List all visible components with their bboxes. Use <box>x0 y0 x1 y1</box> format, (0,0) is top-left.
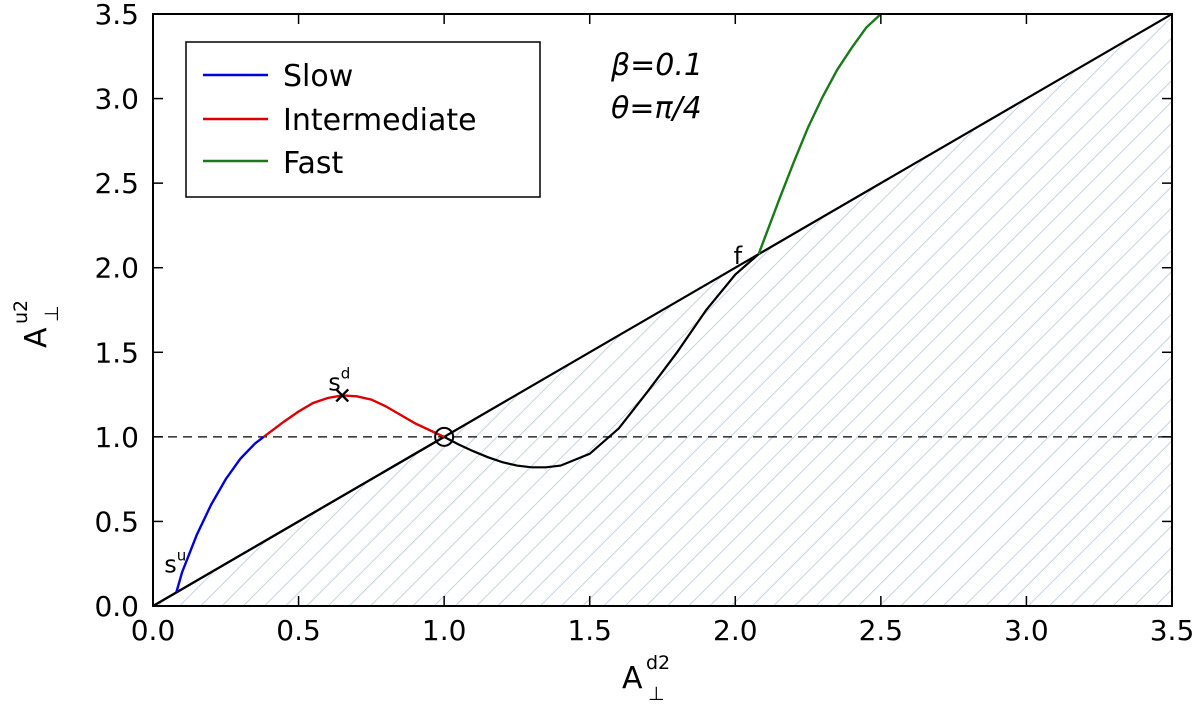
x-tick-label: 1.0 <box>422 614 467 647</box>
x-tick-label: 3.0 <box>1004 614 1049 647</box>
series-slow-line <box>175 435 265 593</box>
legend-label-intermediate: Intermediate <box>283 103 477 138</box>
series-intermediate-line <box>262 394 445 438</box>
annotation-theta: θ=π/4 <box>611 91 702 126</box>
y-tick-label: 2.0 <box>94 252 139 285</box>
cross-stroke <box>335 388 350 403</box>
cross-marker <box>335 388 350 403</box>
series-fast-line <box>757 14 882 255</box>
point-label-s-d: sd <box>328 364 350 396</box>
svg-text:u2: u2 <box>10 300 32 324</box>
x-tick-label: 0.5 <box>276 614 321 647</box>
circle-marker <box>434 426 455 447</box>
x-tick-label: 3.5 <box>1150 614 1195 647</box>
y-tick-label: 1.5 <box>94 336 139 369</box>
legend: Slow Intermediate Fast <box>185 41 541 198</box>
x-axis-title: A ⊥ d2 <box>622 652 670 705</box>
y-tick-label: 3.0 <box>94 83 139 116</box>
y-tick-label: 0.0 <box>94 590 139 623</box>
legend-label-slow: Slow <box>283 59 353 94</box>
y-tick-label: 0.5 <box>94 505 139 538</box>
black-curve <box>153 253 760 606</box>
y-tick-label: 3.5 <box>94 0 139 31</box>
x-axis-ticks: 0.0 0.5 1.0 1.5 2.0 2.5 3.0 3.5 <box>131 14 1195 647</box>
point-label-f: f <box>734 242 743 270</box>
plot-frame <box>152 13 1173 607</box>
x-tick-label: 2.0 <box>713 614 758 647</box>
svg-text:⊥: ⊥ <box>41 305 63 322</box>
legend-label-fast: Fast <box>283 146 344 181</box>
x-tick-label: 1.5 <box>567 614 612 647</box>
y-tick-label: 2.5 <box>94 167 139 200</box>
svg-text:⊥: ⊥ <box>648 683 665 705</box>
y-tick-label: 1.0 <box>94 421 139 454</box>
point-label-s-u: su <box>164 546 186 578</box>
x-tick-label: 2.5 <box>859 614 904 647</box>
y-axis-ticks: 0.0 0.5 1.0 1.5 2.0 2.5 3.0 3.5 <box>94 0 1172 623</box>
annotation-beta: β=0.1 <box>610 48 703 83</box>
x-tick-label: 0.0 <box>131 614 176 647</box>
y-axis-title: A ⊥ u2 <box>10 300 63 348</box>
svg-text:A: A <box>622 661 643 696</box>
svg-text:d2: d2 <box>646 652 670 674</box>
svg-text:A: A <box>19 327 54 348</box>
